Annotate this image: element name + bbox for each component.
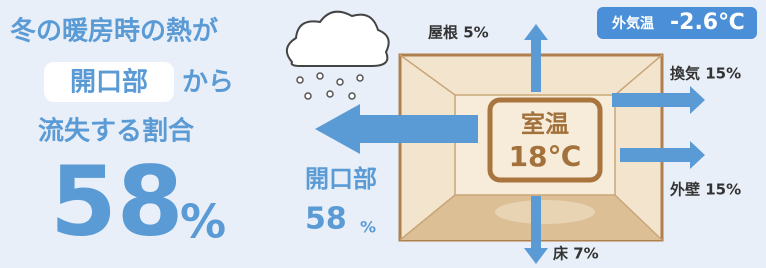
outdoor-temp-value: -2.6℃ [670,10,745,35]
rug [495,200,595,224]
ventilation-label: 換気 15% [670,65,741,83]
headline-percent-unit: % [180,195,226,249]
walls-label: 外壁 15% [669,181,741,199]
openings-unit: % [360,218,376,237]
infographic: 冬の暖房時の熱が 開口部 から 流失する割合 58 % 外気温 -2.6℃ 室温… [0,0,766,268]
headline-line1: 冬の暖房時の熱が [10,16,218,47]
headline-highlight: 開口部 [70,68,148,98]
room-temp-label: 室温 [521,110,569,138]
roof-label: 屋根 5% [428,24,489,42]
room-temp-value: 18℃ [509,140,582,173]
floor-label: 床 7% [553,245,599,263]
openings-number: 58 [305,202,347,237]
openings-label: 開口部 [305,165,377,193]
outdoor-temp-label: 外気温 [612,15,654,32]
headline-line2: から [182,68,234,98]
headline-percent-number: 58 [50,145,184,257]
headline-line3: 流失する割合 [38,116,195,147]
